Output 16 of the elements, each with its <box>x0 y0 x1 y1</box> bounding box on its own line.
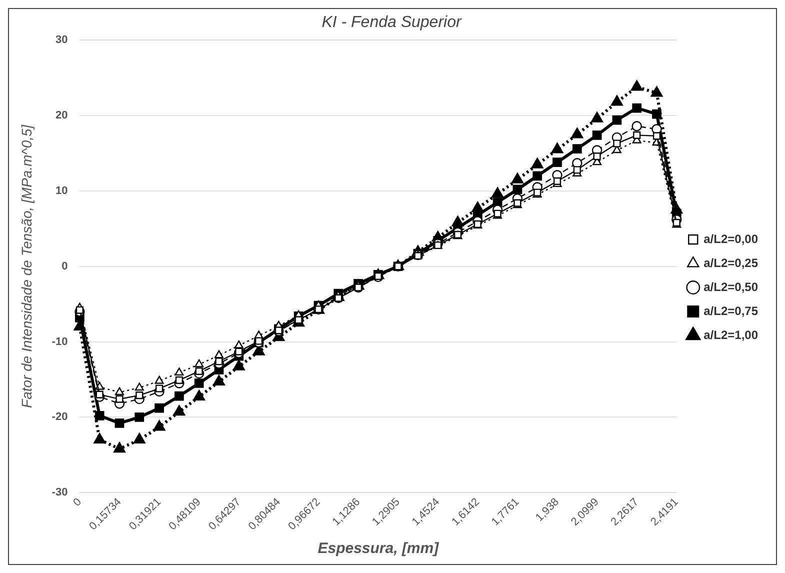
x-axis-title: Espessura, [mm] <box>318 540 440 558</box>
chart-title: KI - Fenda Superior <box>322 14 462 32</box>
y-tick-label: 30 <box>55 34 68 46</box>
legend-label: a/L2=1,00 <box>704 328 758 342</box>
y-axis-title: Fator de Intensidade de Tensão, [MPa.m^0,5] <box>18 124 34 408</box>
legend-label: a/L2=0,25 <box>704 256 758 270</box>
y-tick-label: -20 <box>52 411 68 424</box>
y-tick-label: 0 <box>62 260 68 272</box>
legend-label: a/L2=0,00 <box>704 232 758 246</box>
x-tick-label: 0 <box>71 496 84 509</box>
y-tick-label: 10 <box>55 185 68 198</box>
legend-label: a/L2=0,75 <box>704 304 758 318</box>
y-tick-label: -10 <box>52 336 68 348</box>
y-tick-label: 20 <box>55 110 68 122</box>
legend-label: a/L2=0,50 <box>704 280 758 294</box>
y-tick-label: -30 <box>52 486 68 499</box>
